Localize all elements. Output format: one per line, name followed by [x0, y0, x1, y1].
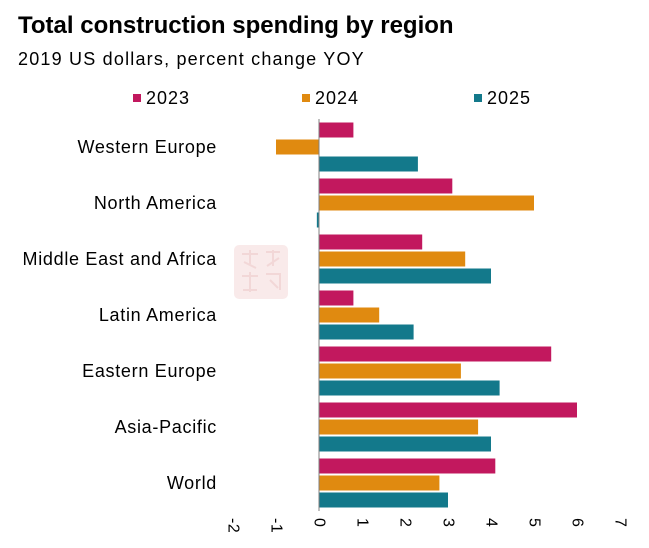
bar-asia-pacific-2024	[319, 419, 479, 435]
x-tick-label-2: 2	[397, 518, 414, 527]
category-label-latin-america: Latin America	[99, 305, 217, 325]
bar-latin-america-2024	[319, 307, 380, 323]
legend-item-2023: 2023	[133, 88, 190, 108]
legend: 2023 2024 2025	[133, 88, 531, 108]
chart-title: Total construction spending by region	[18, 12, 454, 39]
x-tick-labels: -2 -1 0 1 2 3 4 5 6 7	[225, 518, 629, 533]
category-labels: Western Europe North America Middle East a…	[23, 137, 218, 493]
bar-western-europe-2023	[319, 122, 354, 138]
bar-north-america-2024	[319, 195, 534, 211]
legend-label-2023: 2023	[146, 88, 190, 108]
bar-asia-pacific-2025	[319, 436, 491, 452]
legend-item-2025: 2025	[474, 88, 531, 108]
category-label-eastern-europe: Eastern Europe	[82, 361, 217, 381]
bar-latin-america-2023	[319, 290, 354, 306]
bar-asia-pacific-2023	[319, 402, 577, 418]
category-label-asia-pacific: Asia-Pacific	[115, 417, 217, 437]
legend-label-2025: 2025	[487, 88, 531, 108]
bar-middle-east-and-africa-2025	[319, 268, 491, 284]
bar-eastern-europe-2025	[319, 380, 500, 396]
x-tick-label-0: 0	[311, 518, 328, 527]
x-tick-label-6: 6	[569, 518, 586, 527]
category-label-middle-east-and-africa: Middle East and Africa	[23, 249, 218, 269]
bar-middle-east-and-africa-2023	[319, 234, 423, 250]
bar-world-2024	[319, 475, 440, 491]
bar-north-america-2023	[319, 178, 453, 194]
x-tick-label-7: 7	[612, 518, 629, 527]
legend-swatch-2024	[302, 94, 310, 102]
x-tick-label-1: 1	[354, 518, 371, 527]
bar-eastern-europe-2024	[319, 363, 461, 379]
legend-label-2024: 2024	[315, 88, 359, 108]
bar-western-europe-2024	[276, 139, 319, 155]
x-tick-label-5: 5	[526, 518, 543, 527]
x-tick-label-3: 3	[440, 518, 457, 527]
bar-latin-america-2025	[319, 324, 414, 340]
bar-eastern-europe-2023	[319, 346, 552, 362]
bar-world-2023	[319, 458, 496, 474]
x-tick-label-2: -2	[225, 518, 242, 533]
bar-world-2025	[319, 492, 448, 508]
category-label-world: World	[167, 473, 217, 493]
chart-subtitle: 2019 US dollars, percent change YOY	[18, 49, 365, 69]
bars	[276, 122, 577, 508]
watermark	[234, 245, 288, 299]
category-label-north-america: North America	[94, 193, 217, 213]
bar-north-america-2025	[316, 212, 319, 228]
bar-western-europe-2025	[319, 156, 418, 172]
legend-swatch-2023	[133, 94, 141, 102]
category-label-western-europe: Western Europe	[77, 137, 217, 157]
legend-swatch-2025	[474, 94, 482, 102]
legend-item-2024: 2024	[302, 88, 359, 108]
watermark-seal-logo	[234, 245, 288, 299]
x-tick-label-1: -1	[268, 518, 285, 533]
x-tick-label-4: 4	[483, 518, 500, 527]
bar-middle-east-and-africa-2024	[319, 251, 466, 267]
